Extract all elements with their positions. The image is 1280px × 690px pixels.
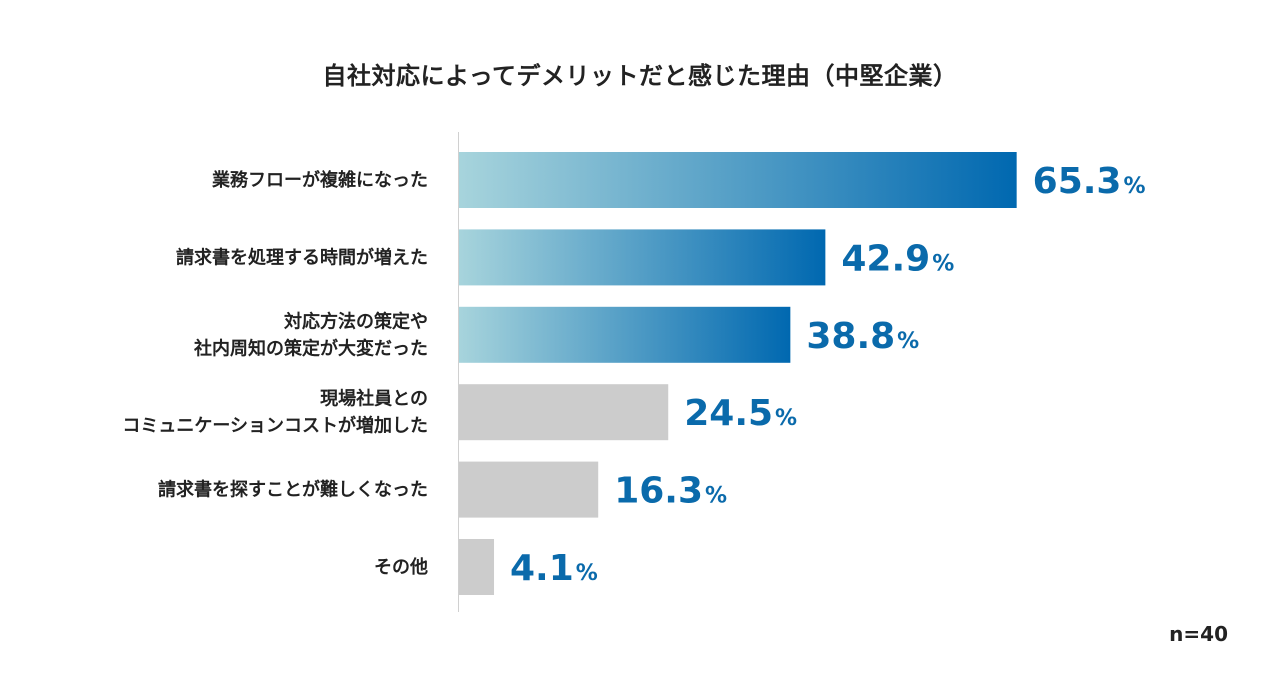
category-label-line: 業務フローが複雑になった (211, 169, 428, 191)
category-label-3: 対応方法の策定や社内周知の策定が大変だった (194, 310, 428, 359)
bar-3 (459, 306, 791, 363)
value-number: 4.1 (510, 548, 574, 589)
value-label-6: 4.1% (510, 548, 598, 589)
category-label-line: 対応方法の策定や (283, 310, 428, 332)
category-label-2: 請求書を処理する時間が増えた (176, 246, 428, 268)
category-label-line: その他 (374, 556, 428, 578)
category-label-1: 業務フローが複雑になった (211, 169, 428, 191)
value-unit: % (705, 484, 727, 509)
bar-5 (459, 461, 599, 518)
value-label-5: 16.3% (614, 471, 727, 512)
bar-1 (459, 152, 1017, 208)
value-label-4: 24.5% (684, 393, 797, 434)
value-unit: % (775, 406, 797, 431)
category-label-line: コミュニケーションコストが増加した (122, 415, 428, 437)
value-label-1: 65.3% (1033, 161, 1146, 202)
value-label-3: 38.8% (806, 316, 919, 357)
chart-title: 自社対応によってデメリットだと感じた理由（中堅企業） (322, 62, 958, 90)
value-label-2: 42.9% (841, 238, 954, 279)
bar-4 (459, 384, 669, 441)
bar-6 (459, 539, 495, 595)
category-label-line: 社内周知の策定が大変だった (194, 337, 428, 359)
sample-size-note: n=40 (1169, 622, 1228, 646)
value-unit: % (932, 251, 954, 276)
value-number: 42.9 (841, 238, 930, 279)
value-unit: % (897, 329, 919, 354)
value-number: 38.8 (806, 316, 895, 357)
category-label-line: 請求書を探すことが難しくなった (158, 479, 428, 501)
value-unit: % (1123, 174, 1145, 199)
category-label-line: 請求書を処理する時間が増えた (176, 246, 428, 268)
category-label-6: その他 (374, 556, 428, 578)
value-number: 16.3 (614, 471, 703, 512)
value-unit: % (576, 561, 598, 586)
bar-2 (459, 229, 826, 286)
category-label-line: 現場社員との (320, 388, 428, 410)
value-number: 65.3 (1033, 161, 1122, 202)
value-number: 24.5 (684, 393, 773, 434)
category-label-5: 請求書を探すことが難しくなった (158, 479, 428, 501)
category-label-4: 現場社員とのコミュニケーションコストが増加した (122, 388, 428, 437)
